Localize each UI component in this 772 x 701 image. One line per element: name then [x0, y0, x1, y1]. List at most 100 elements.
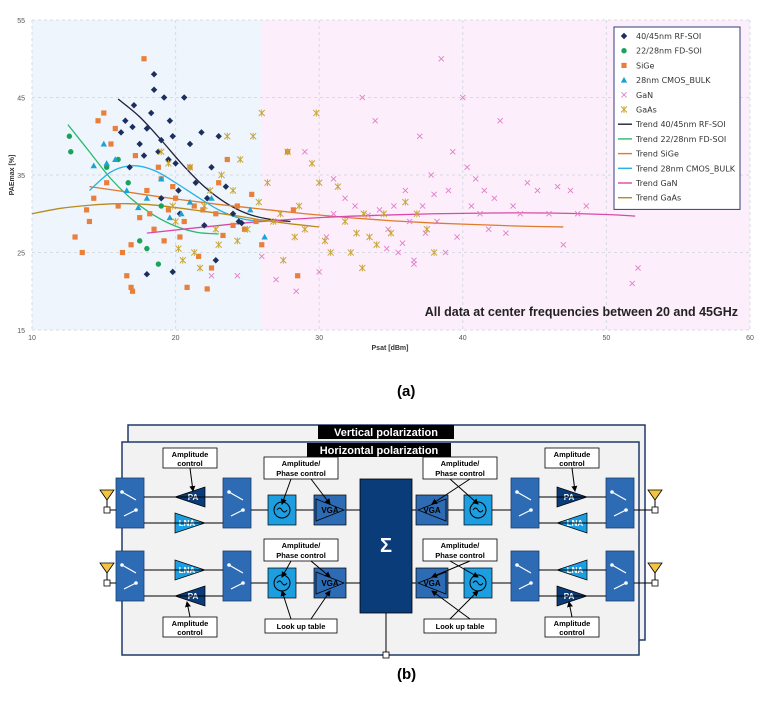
switch-glyph [121, 491, 137, 517]
point-x [406, 218, 413, 225]
point-star [172, 218, 179, 225]
legend-label: GaAs [636, 106, 657, 115]
point-star [264, 179, 271, 187]
point-square [128, 242, 134, 248]
point-star [423, 225, 431, 233]
point-star [201, 202, 208, 210]
point-diamond [122, 117, 129, 124]
point-star [258, 109, 266, 117]
control-arrow [449, 590, 479, 620]
y-axis-label: PAEmax [%] [9, 155, 16, 196]
point-square [290, 207, 296, 213]
legend-marker [620, 106, 628, 113]
point-triangle [158, 175, 165, 182]
control-arrow [310, 560, 331, 578]
amp-phase-control-box [422, 538, 498, 562]
point-triangle [90, 162, 97, 169]
point-star [327, 249, 335, 256]
amplitude-control-label: Amplitude [554, 450, 591, 459]
point-x [434, 218, 440, 225]
point-x [273, 276, 280, 283]
point-triangle [208, 195, 215, 201]
point-diamond [117, 129, 125, 136]
point-star [341, 218, 349, 225]
point-star [360, 210, 368, 218]
point-x [468, 203, 475, 209]
point-triangle [135, 204, 142, 211]
amp-phase-control-label: Amplitude/ [282, 541, 322, 550]
amp-phase-control-label: Phase control [435, 551, 485, 560]
point-x [477, 210, 483, 217]
point-x [293, 288, 300, 295]
point-star [244, 225, 251, 233]
y-tick-label: 45 [17, 96, 25, 103]
point-x [449, 148, 456, 155]
horizontal-polarization-label: Horizontal polarization [320, 445, 439, 457]
point-diamond [238, 219, 245, 227]
point-circle [125, 180, 131, 186]
point-square [216, 180, 222, 186]
y-tick-label: 55 [17, 18, 25, 25]
control-arrow [431, 560, 471, 578]
switch-block [115, 550, 145, 602]
point-star [179, 256, 187, 264]
point-square [132, 153, 138, 159]
x-tick-label: 20 [172, 335, 180, 342]
point-square [213, 211, 219, 217]
point-diamond [147, 109, 155, 117]
point-square [195, 253, 202, 259]
switch-glyph [228, 564, 244, 590]
switch-block [222, 477, 252, 529]
switch-contact [134, 508, 138, 512]
point-diamond [158, 136, 165, 144]
switch-block [605, 477, 635, 529]
point-x [330, 175, 337, 182]
point-square [184, 284, 190, 290]
point-x [560, 241, 567, 248]
point-x [491, 195, 498, 202]
port-square [103, 579, 111, 587]
point-square [220, 232, 226, 239]
look-up-table-label: Look up table [277, 622, 326, 631]
point-square [147, 211, 153, 217]
vga-label: VGA [321, 506, 339, 515]
amplitude-control-label: control [177, 459, 202, 468]
point-star [277, 210, 284, 218]
point-star [430, 249, 438, 256]
point-triangle [123, 187, 130, 194]
x-tick-label: 10 [28, 335, 36, 342]
point-square [204, 286, 210, 292]
legend-box [613, 26, 741, 210]
point-x [554, 183, 561, 190]
point-square [104, 180, 110, 186]
point-star [347, 249, 355, 256]
trend-lines [31, 98, 636, 235]
point-circle [144, 245, 150, 252]
point-diamond [158, 195, 165, 202]
amp-phase-control-label: Amplitude/ [441, 459, 481, 468]
point-square [83, 207, 90, 213]
point-x [316, 268, 323, 275]
switch-contact [610, 563, 614, 567]
point-circle [158, 203, 164, 209]
amp-phase-control-box [263, 456, 339, 480]
amplitude-control-label: Amplitude [172, 450, 209, 459]
point-x [517, 210, 524, 217]
switch-contact [624, 581, 628, 585]
point-diamond [198, 129, 205, 136]
point-star [373, 241, 380, 249]
caption-a: (a) [397, 383, 416, 400]
point-square [112, 125, 118, 132]
switch-glyph [121, 564, 137, 590]
point-star [186, 163, 194, 171]
amplitude-control-label: Amplitude [172, 619, 209, 628]
point-square [249, 191, 255, 197]
control-arrow [185, 601, 191, 618]
point-x [510, 203, 516, 209]
point-square [79, 249, 85, 256]
point-square [144, 187, 150, 194]
point-x [352, 203, 359, 209]
point-star [284, 148, 291, 156]
point-square [200, 207, 206, 213]
switch-contact [515, 490, 519, 494]
